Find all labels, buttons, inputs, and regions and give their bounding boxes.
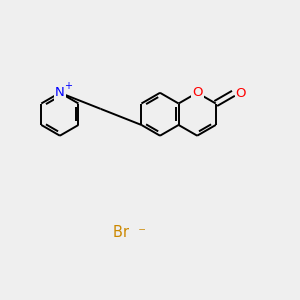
Text: +: +	[64, 81, 73, 91]
Text: N: N	[55, 86, 65, 99]
Text: O: O	[236, 87, 246, 100]
Text: Br  ⁻: Br ⁻	[113, 226, 146, 241]
Text: O: O	[192, 86, 202, 99]
